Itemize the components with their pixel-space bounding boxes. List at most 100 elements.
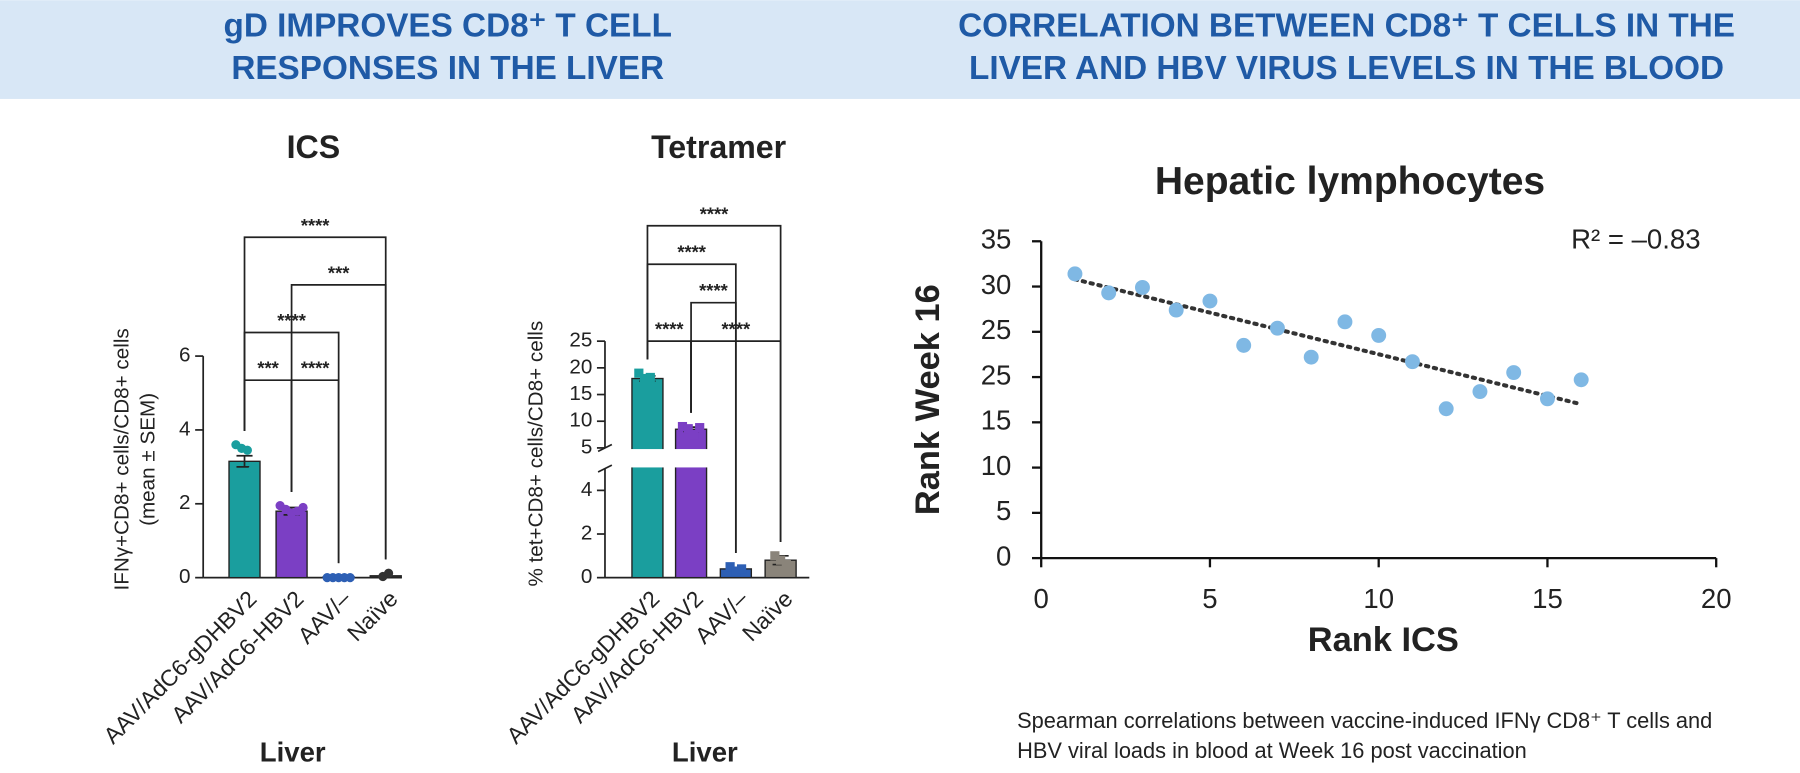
- significance-label: ****: [301, 358, 330, 379]
- y-tick-label: 4: [581, 478, 592, 501]
- point: [1168, 302, 1184, 318]
- header-band: [0, 0, 1800, 99]
- y-tick-label: 2: [581, 521, 592, 544]
- trendline: [1072, 277, 1584, 407]
- point: [1303, 349, 1319, 365]
- point: [1337, 314, 1353, 330]
- point: [248, 464, 258, 474]
- x-tick-label: AAV/–: [292, 585, 355, 648]
- significance-bracket: [243, 236, 387, 560]
- point: [634, 368, 644, 378]
- point: [242, 445, 252, 455]
- y-axis-label: Rank Week 16: [909, 284, 947, 515]
- x-tick-label: AAV/–: [690, 585, 753, 648]
- y-tick-label: 25: [569, 329, 592, 352]
- point: [725, 562, 735, 572]
- point: [1371, 327, 1387, 343]
- axis-break-mark: [597, 464, 613, 473]
- point: [1269, 320, 1285, 336]
- chart-title: Tetramer: [651, 129, 787, 165]
- point: [298, 502, 308, 513]
- x-tick-label: 20: [1701, 583, 1732, 614]
- point: [639, 373, 650, 384]
- y-tick-label: 0: [581, 565, 592, 588]
- point: [1472, 384, 1488, 400]
- x-tick-label: 0: [1034, 583, 1049, 614]
- bar: [228, 460, 261, 579]
- point: [736, 564, 747, 574]
- x-tick-label: 5: [1202, 583, 1217, 614]
- x-axis-label: Liver: [672, 737, 738, 768]
- y-tick-label: 25: [981, 314, 1012, 345]
- point: [345, 573, 355, 583]
- bar: [275, 510, 308, 579]
- annotation: R² = –0.83: [1571, 224, 1700, 255]
- y-tick-label: 0: [996, 540, 1011, 571]
- y-tick-label: 5: [996, 495, 1011, 526]
- y-tick-label: 4: [179, 417, 190, 440]
- point: [776, 555, 786, 565]
- point: [651, 381, 661, 392]
- point: [1404, 354, 1420, 370]
- y-axis-label: IFNγ+CD8+ cells/CD8+ cells: [110, 328, 133, 590]
- y-tick-label: 10: [981, 450, 1012, 481]
- y-tick-label: 25: [981, 359, 1012, 390]
- y-axis-label: (mean ± SEM): [137, 393, 160, 526]
- significance-label: ****: [301, 215, 330, 236]
- significance-label: ***: [328, 262, 350, 283]
- y-tick-label: 0: [179, 565, 190, 588]
- significance-label: ***: [257, 358, 279, 379]
- chart-title: ICS: [287, 129, 341, 165]
- point: [1067, 266, 1083, 282]
- y-tick-label: 2: [179, 491, 190, 514]
- point: [770, 551, 780, 561]
- caption: HBV viral loads in blood at Week 16 post…: [1017, 738, 1527, 763]
- chart-title: Hepatic lymphocytes: [1155, 160, 1545, 203]
- caption: Spearman correlations between vaccine-in…: [1017, 708, 1712, 733]
- point: [683, 424, 693, 434]
- y-tick-label: 10: [569, 409, 592, 432]
- y-tick-label: 35: [981, 224, 1012, 255]
- header-title: LIVER AND HBV VIRUS LEVELS IN THE BLOOD: [969, 50, 1724, 87]
- x-tick-label: 10: [1363, 583, 1394, 614]
- point: [1506, 365, 1522, 381]
- point: [677, 421, 688, 432]
- point: [689, 429, 699, 440]
- y-tick-label: 20: [569, 355, 592, 378]
- y-tick-label: 6: [179, 344, 190, 367]
- point: [731, 566, 741, 576]
- point: [1134, 279, 1150, 295]
- y-axis-label: % tet+CD8+ cells/CD8+ cells: [525, 321, 548, 587]
- point: [1438, 401, 1454, 417]
- header-title: RESPONSES IN THE LIVER: [231, 50, 664, 87]
- y-tick-label: 30: [981, 269, 1012, 300]
- point: [781, 559, 791, 570]
- y-tick-label: 5: [581, 435, 592, 458]
- x-axis-label: Rank ICS: [1308, 621, 1459, 659]
- header-title: gD IMPROVES CD8⁺ T CELL: [224, 8, 672, 45]
- point: [1573, 372, 1589, 388]
- point: [1539, 391, 1555, 407]
- axis-break: [593, 449, 810, 468]
- bar: [631, 377, 664, 579]
- significance-label: ****: [655, 319, 684, 340]
- significance-bracket: [646, 224, 782, 543]
- x-axis-label: Liver: [260, 737, 326, 768]
- significance-label: ****: [700, 203, 729, 224]
- x-tick-label: Naïve: [737, 585, 798, 646]
- y-tick-label: 15: [569, 382, 592, 405]
- significance-label: ****: [699, 280, 728, 301]
- x-tick-label: 15: [1532, 583, 1563, 614]
- header-title: CORRELATION BETWEEN CD8⁺ T CELLS IN THE: [958, 8, 1735, 45]
- y-tick-label: 15: [981, 405, 1012, 436]
- point: [645, 372, 655, 383]
- point: [1236, 337, 1252, 353]
- point: [1202, 293, 1218, 309]
- axis-break-mark: [597, 443, 613, 453]
- point: [695, 423, 705, 433]
- point: [1101, 285, 1117, 301]
- x-tick-label: Naïve: [342, 585, 403, 646]
- significance-label: ****: [677, 242, 706, 263]
